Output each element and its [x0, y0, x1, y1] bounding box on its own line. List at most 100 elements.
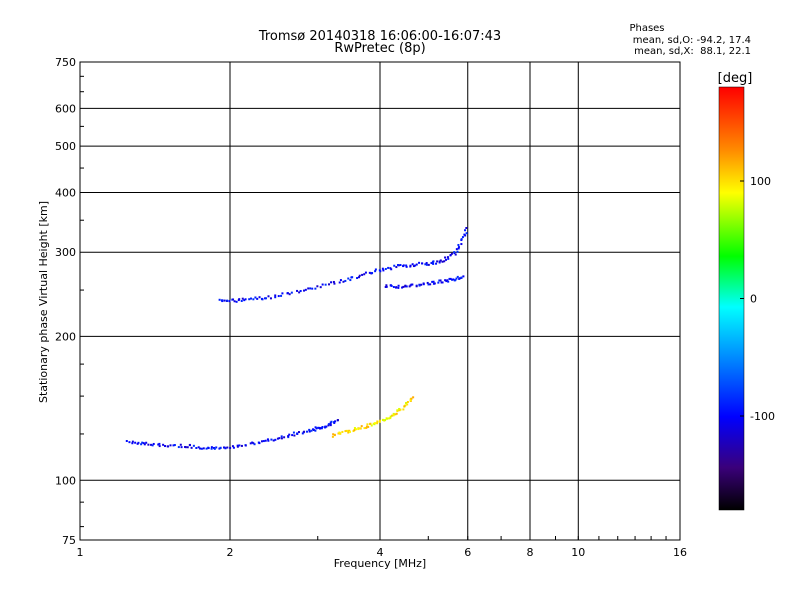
data-point	[251, 441, 254, 444]
data-point	[199, 447, 202, 450]
data-point	[432, 260, 435, 263]
data-point	[390, 268, 393, 271]
data-point	[402, 285, 405, 288]
data-point	[405, 402, 408, 405]
data-point	[347, 431, 350, 434]
chart-subtitle: RwPretec (8p)	[334, 41, 425, 56]
data-point	[143, 443, 146, 446]
data-point	[409, 284, 412, 287]
x-tick-label: 4	[377, 546, 384, 559]
data-point	[432, 280, 435, 283]
data-point	[363, 273, 366, 276]
data-point	[280, 435, 283, 438]
data-point	[376, 420, 379, 423]
data-point	[207, 447, 210, 450]
data-point	[307, 287, 310, 290]
data-point	[363, 427, 366, 430]
data-point	[240, 299, 243, 302]
data-point	[436, 260, 439, 263]
data-point	[210, 446, 213, 449]
data-points	[125, 226, 468, 450]
data-point	[192, 444, 195, 447]
x-tick-label: 6	[464, 546, 471, 559]
data-point	[205, 447, 208, 450]
x-tick-label: 16	[673, 546, 687, 559]
data-point	[460, 238, 463, 241]
data-point	[341, 430, 344, 433]
data-point	[465, 232, 468, 235]
data-point	[367, 425, 370, 428]
data-point	[325, 425, 328, 428]
data-point	[226, 299, 229, 302]
data-point	[286, 292, 289, 295]
data-point	[438, 260, 441, 263]
data-point	[310, 429, 313, 432]
data-point	[309, 287, 312, 290]
data-point	[296, 289, 299, 292]
data-point	[188, 444, 191, 447]
data-point	[450, 252, 453, 255]
data-point	[439, 259, 442, 262]
data-point	[361, 273, 364, 276]
data-point	[333, 282, 336, 285]
data-point	[304, 288, 307, 291]
y-tick-label: 100	[55, 474, 76, 487]
x-axis-label: Frequency [MHz]	[334, 557, 426, 570]
data-point	[261, 298, 264, 301]
data-point	[401, 286, 404, 289]
data-point	[339, 432, 342, 435]
data-point	[395, 286, 398, 289]
data-point	[150, 443, 153, 446]
data-point	[447, 280, 450, 283]
data-point	[393, 264, 396, 267]
data-point	[125, 440, 128, 443]
data-point	[392, 286, 395, 289]
data-point	[288, 293, 291, 296]
data-point	[381, 419, 384, 422]
data-point	[385, 284, 388, 287]
data-point	[447, 257, 450, 260]
data-point	[218, 298, 221, 301]
data-point	[342, 280, 345, 283]
data-point	[311, 287, 314, 290]
data-point	[365, 426, 368, 429]
data-point	[418, 284, 421, 287]
gridlines	[80, 62, 680, 540]
y-tick-label: 200	[55, 330, 76, 343]
colorbar-tick-label: -100	[750, 410, 775, 423]
data-point	[280, 294, 283, 297]
data-point	[218, 447, 221, 450]
data-point	[347, 277, 350, 280]
data-point	[321, 426, 324, 429]
data-point	[278, 437, 281, 440]
data-point	[403, 405, 406, 408]
data-point	[444, 256, 447, 259]
data-point	[435, 262, 438, 265]
data-point	[274, 438, 277, 441]
y-tick-label: 600	[55, 102, 76, 115]
data-point	[371, 271, 374, 274]
data-point	[387, 417, 390, 420]
data-point	[267, 439, 270, 442]
data-point	[384, 285, 387, 288]
data-point	[249, 442, 252, 445]
data-point	[276, 437, 279, 440]
data-point	[443, 260, 446, 263]
data-point	[264, 439, 267, 442]
data-point	[221, 299, 224, 302]
data-point	[233, 300, 236, 303]
data-point	[224, 447, 227, 450]
data-point	[147, 443, 150, 446]
data-point	[397, 284, 400, 287]
data-point	[328, 283, 331, 286]
data-point	[414, 264, 417, 267]
data-point	[274, 296, 277, 299]
data-point	[427, 263, 430, 266]
data-point	[457, 243, 460, 246]
data-point	[172, 444, 175, 447]
data-point	[415, 263, 418, 266]
data-point	[296, 432, 299, 435]
data-point	[405, 264, 408, 267]
data-point	[336, 419, 339, 422]
data-point	[351, 276, 354, 279]
